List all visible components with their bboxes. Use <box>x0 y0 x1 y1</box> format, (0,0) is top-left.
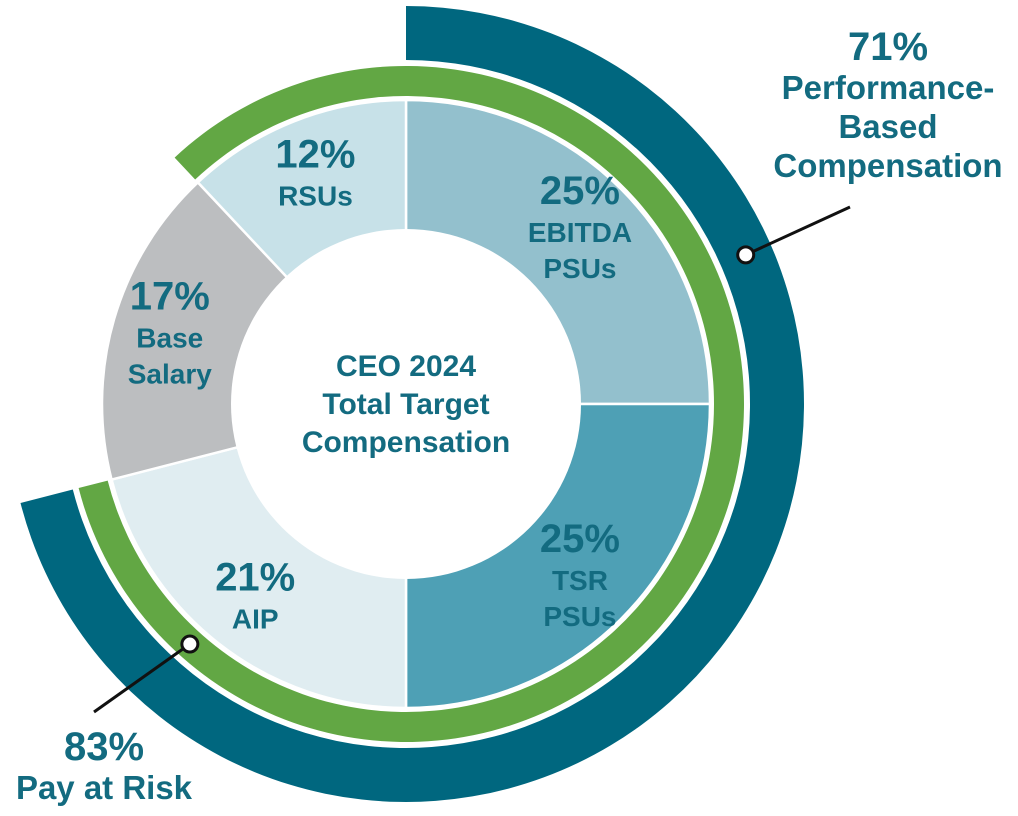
callout-leader-line <box>93 642 191 714</box>
slice-name-label: PSUs <box>543 601 616 632</box>
slice-label-aip: 21% AIP <box>215 555 295 634</box>
chart-title: CEO 2024 Total Target Compensation <box>302 350 510 459</box>
callout-text: Pay at Risk <box>16 769 193 806</box>
callout-marker <box>180 634 200 654</box>
callout-text: Compensation <box>773 147 1002 184</box>
donut-hole <box>231 229 581 579</box>
callout-pct-label: 83% <box>64 725 144 769</box>
callout-text: Based <box>838 108 937 145</box>
slice-pct-label: 21% <box>215 555 295 599</box>
slice-label-ebitda: 25% EBITDA PSUs <box>528 169 632 284</box>
slice-name-label: AIP <box>232 603 279 634</box>
callout-text: Performance- <box>782 69 995 106</box>
slice-name-label: Salary <box>128 358 212 389</box>
slice-label-rsus: 12% RSUs <box>275 132 355 211</box>
callout-pay-at-risk: 83%Pay at Risk <box>16 634 200 806</box>
chart-title-line: Compensation <box>302 426 510 459</box>
slice-pct-label: 12% <box>275 132 355 176</box>
callout-marker <box>736 245 756 265</box>
slice-pct-label: 25% <box>540 169 620 213</box>
slice-name-label: RSUs <box>278 180 353 211</box>
slice-label-tsr: 25% TSR PSUs <box>540 517 620 632</box>
slice-pct-label: 17% <box>130 274 210 318</box>
callout-pct-label: 71% <box>848 25 928 69</box>
slice-label-base: 17% Base Salary <box>128 274 212 389</box>
slice-name-label: TSR <box>552 565 608 596</box>
chart-title-line: Total Target <box>322 388 489 421</box>
slice-name-label: PSUs <box>543 253 616 284</box>
slice-name-label: EBITDA <box>528 217 632 248</box>
slice-pct-label: 25% <box>540 517 620 561</box>
slice-name-label: Base <box>136 322 203 353</box>
chart-title-line: CEO 2024 <box>336 350 476 383</box>
callout-leader-line <box>745 205 851 257</box>
